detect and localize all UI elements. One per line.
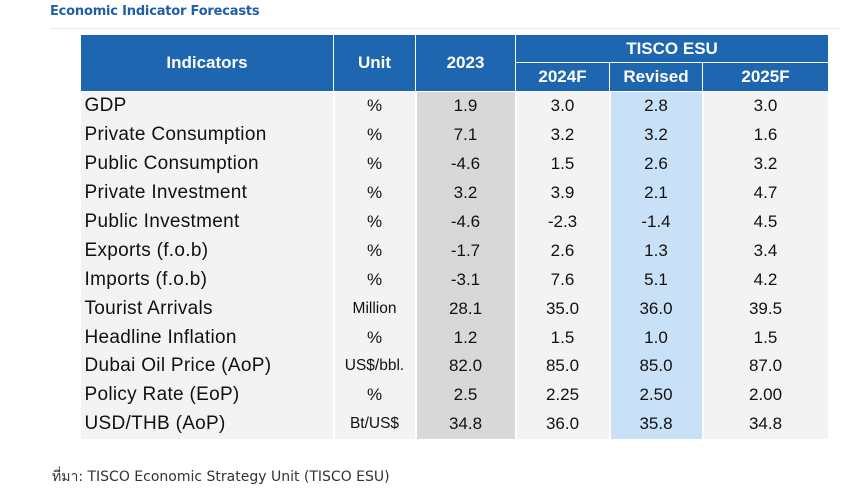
value-2023: 28.1 [415,294,517,324]
value-2025f: 3.0 [702,91,830,121]
value-revised: 2.1 [609,178,704,208]
table-row: Headline Inflation % 1.2 1.5 1.0 1.5 [80,323,830,353]
value-2023: 34.8 [415,409,517,439]
value-2023: 1.9 [415,91,517,121]
indicator-name: Headline Inflation [80,323,335,353]
indicator-name: Tourist Arrivals [80,294,335,324]
value-revised: 3.2 [609,120,704,150]
value-revised: 2.6 [609,149,704,179]
indicator-unit: % [333,91,417,121]
table-row: Imports (f.o.b) % -3.1 7.6 5.1 4.2 [80,265,830,295]
indicator-unit: US$/bbl. [333,352,417,381]
indicator-unit: % [333,149,417,179]
value-2023: 2.5 [415,380,517,410]
value-2025f: 34.8 [702,409,830,439]
value-revised: 2.50 [609,380,704,410]
value-2024f: 2.6 [515,236,611,266]
value-2024f: 3.2 [515,120,611,150]
indicator-name: USD/THB (AoP) [80,409,335,439]
value-2024f: 3.9 [515,178,611,208]
table-row: Exports (f.o.b) % -1.7 2.6 1.3 3.4 [80,236,830,266]
value-2025f: 1.5 [702,323,830,353]
indicator-name: Dubai Oil Price (AoP) [80,352,335,381]
value-2023: 1.2 [415,323,517,353]
value-2024f: 35.0 [515,294,611,324]
indicator-unit: % [333,178,417,208]
value-2025f: 3.4 [702,236,830,266]
indicator-name: Private Investment [80,178,335,208]
value-revised: 36.0 [609,294,704,324]
value-revised: 1.3 [609,236,704,266]
value-2024f: 1.5 [515,323,611,353]
header-revised: Revised [609,62,703,92]
indicator-name: Policy Rate (EoP) [80,380,335,410]
header-unit: Unit [333,34,416,92]
value-2025f: 39.5 [702,294,830,324]
value-2025f: 4.7 [702,178,830,208]
value-2025f: 4.2 [702,265,830,295]
indicator-name: Exports (f.o.b) [80,236,335,266]
value-2024f: 3.0 [515,91,611,121]
header-2024f: 2024F [515,62,610,92]
value-2023: 7.1 [415,120,517,150]
value-2024f: 85.0 [515,352,611,381]
indicator-name: Public Investment [80,207,335,237]
indicator-unit: % [333,265,417,295]
table-row: Public Consumption % -4.6 1.5 2.6 3.2 [80,149,830,179]
table-row: Tourist Arrivals Million 28.1 35.0 36.0 … [80,294,830,324]
value-2023: -3.1 [415,265,517,295]
indicator-name: Imports (f.o.b) [80,265,335,295]
header-group-tisco-esu: TISCO ESU [515,34,829,63]
value-2024f: 1.5 [515,149,611,179]
value-revised: 85.0 [609,352,704,381]
indicator-unit: % [333,207,417,237]
table-row: Private Investment % 3.2 3.9 2.1 4.7 [80,178,830,208]
table-row: Policy Rate (EoP) % 2.5 2.25 2.50 2.00 [80,380,830,410]
value-2025f: 87.0 [702,352,830,381]
value-2024f: 7.6 [515,265,611,295]
value-2024f: 2.25 [515,380,611,410]
indicator-unit: % [333,236,417,266]
value-2024f: 36.0 [515,409,611,439]
indicator-name: Private Consumption [80,120,335,150]
value-revised: -1.4 [609,207,704,237]
value-revised: 2.8 [609,91,704,121]
value-2025f: 4.5 [702,207,830,237]
indicator-unit: % [333,120,417,150]
source-note: ที่มา: TISCO Economic Strategy Unit (TIS… [52,469,390,485]
value-2023: -4.6 [415,149,517,179]
value-2023: 82.0 [415,352,517,381]
header-indicators: Indicators [80,34,334,92]
indicator-name: Public Consumption [80,149,335,179]
indicator-unit: % [333,380,417,410]
page-title: Economic Indicator Forecasts [50,4,260,19]
table-row: Public Investment % -4.6 -2.3 -1.4 4.5 [80,207,830,237]
value-2024f: -2.3 [515,207,611,237]
header-2025f: 2025F [702,62,829,92]
value-2025f: 2.00 [702,380,830,410]
table-row: GDP % 1.9 3.0 2.8 3.0 [80,91,830,121]
value-2023: 3.2 [415,178,517,208]
indicator-unit: % [333,323,417,353]
value-2023: -1.7 [415,236,517,266]
value-revised: 1.0 [609,323,704,353]
table-row: USD/THB (AoP) Bt/US$ 34.8 36.0 35.8 34.8 [80,409,830,439]
indicator-unit: Bt/US$ [333,409,417,439]
value-revised: 5.1 [609,265,704,295]
value-revised: 35.8 [609,409,704,439]
table-row: Private Consumption % 7.1 3.2 3.2 1.6 [80,120,830,150]
value-2025f: 1.6 [702,120,830,150]
indicator-name: GDP [80,91,335,121]
header-2023: 2023 [415,34,516,92]
value-2023: -4.6 [415,207,517,237]
title-divider [50,28,840,29]
indicator-unit: Million [333,294,417,324]
table-row: Dubai Oil Price (AoP) US$/bbl. 82.0 85.0… [80,352,830,381]
value-2025f: 3.2 [702,149,830,179]
forecast-table: Indicators Unit 2023 TISCO ESU 2024F Rev… [80,34,830,439]
